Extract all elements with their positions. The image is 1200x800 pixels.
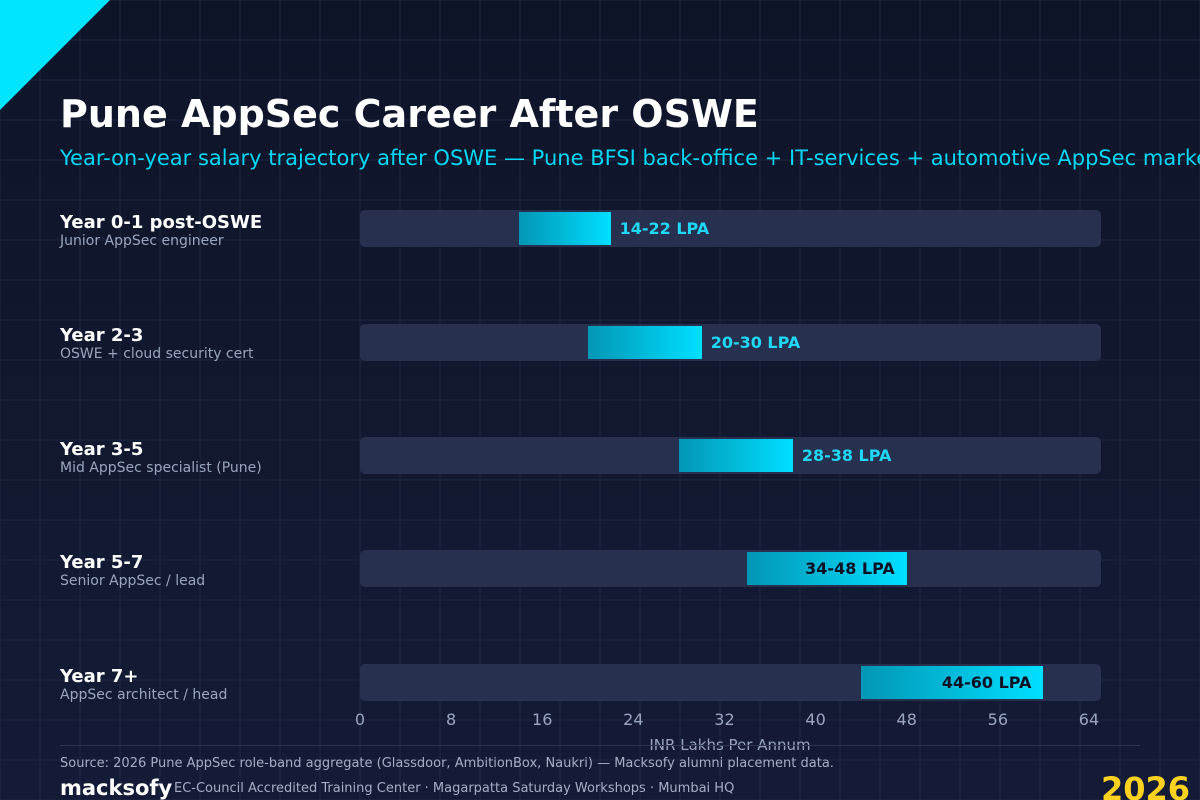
category-subtitle: OSWE + cloud security cert <box>60 346 254 362</box>
x-tick-label: 16 <box>532 710 553 729</box>
bar-track: 44-60 LPA <box>360 664 1101 701</box>
x-tick-label: 48 <box>896 710 917 729</box>
salary-range-bar <box>519 212 611 245</box>
bar-track: 28-38 LPA <box>360 437 1101 474</box>
x-tick-label: 8 <box>446 710 457 729</box>
bar-track: 34-48 LPA <box>360 550 1101 587</box>
bar-track: 20-30 LPA <box>360 324 1101 361</box>
x-tick-label: 24 <box>623 710 644 729</box>
x-tick-label: 64 <box>1078 710 1100 729</box>
category-title: Year 2-3 <box>60 325 144 346</box>
category-subtitle: AppSec architect / head <box>60 687 228 703</box>
bar-value-label: 14-22 LPA <box>619 219 710 238</box>
footer-divider <box>60 745 1140 746</box>
salary-range-bar <box>861 666 1044 699</box>
category-label: Year 5-7 Senior AppSec / lead <box>60 552 206 590</box>
brand-tagline: EC-Council Accredited Training Center · … <box>174 781 735 796</box>
category-subtitle: Senior AppSec / lead <box>60 573 206 589</box>
year-badge: 2026 <box>1100 770 1190 800</box>
source-note: Source: 2026 Pune AppSec role-band aggre… <box>60 756 834 771</box>
bar-track: 14-22 LPA <box>360 210 1101 247</box>
category-title: Year 3-5 <box>60 439 144 460</box>
brand-logo: macksofy <box>60 776 173 800</box>
category-subtitle: Mid AppSec specialist (Pune) <box>60 460 262 476</box>
bar-value-label: 28-38 LPA <box>801 446 892 465</box>
category-title: Year 7+ <box>60 666 139 687</box>
chart-title: Pune AppSec Career After OSWE <box>60 92 759 136</box>
bar-value-label: 34-48 LPA <box>805 559 895 578</box>
corner-accent <box>0 0 110 110</box>
category-label: Year 0-1 post-OSWE Junior AppSec engineer <box>60 212 263 250</box>
category-title: Year 5-7 <box>60 552 144 573</box>
salary-range-bar <box>747 552 907 585</box>
bar-value-label: 44-60 LPA <box>941 673 1032 692</box>
salary-range-bar <box>678 439 793 472</box>
x-tick-label: 0 <box>354 710 366 729</box>
x-tick-label: 40 <box>805 710 826 729</box>
category-label: Year 7+ AppSec architect / head <box>60 666 228 704</box>
category-label: Year 3-5 Mid AppSec specialist (Pune) <box>60 439 262 477</box>
x-tick-label: 32 <box>714 710 735 729</box>
x-tick-label: 56 <box>987 710 1009 729</box>
chart-subtitle: Year-on-year salary trajectory after OSW… <box>60 146 1200 170</box>
category-subtitle: Junior AppSec engineer <box>60 233 224 249</box>
category-title: Year 0-1 post-OSWE <box>60 212 263 233</box>
salary-range-bar <box>587 326 702 359</box>
category-label: Year 2-3 OSWE + cloud security cert <box>60 325 254 363</box>
bar-value-label: 20-30 LPA <box>710 333 801 352</box>
